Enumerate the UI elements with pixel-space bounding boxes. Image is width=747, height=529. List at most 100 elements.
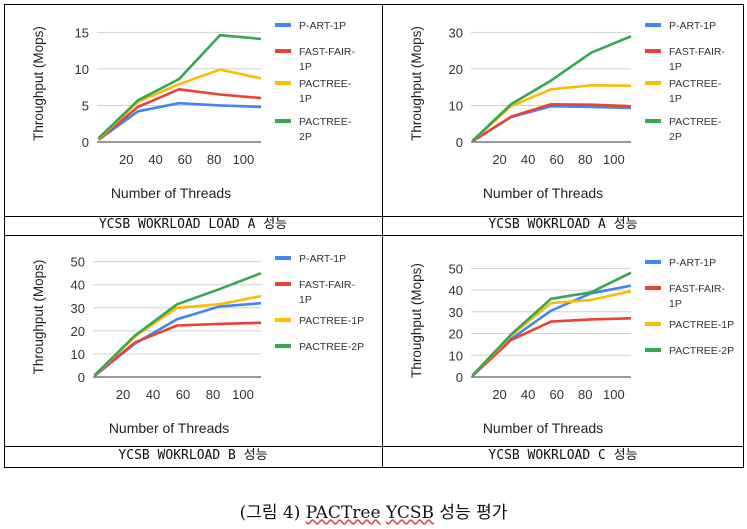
y-axis-label: Throughput (Mops) [409, 263, 424, 378]
legend-label: PACTREE- [299, 78, 352, 90]
series-line-fast-fair-1p [471, 103, 632, 143]
y-tick-label: 20 [449, 62, 463, 77]
y-tick-label: 10 [75, 62, 89, 77]
series-line-pactree-2p [471, 35, 632, 142]
series-line-pactree-2p [471, 271, 632, 377]
y-axis-label: Throughput (Mops) [31, 260, 46, 375]
x-axis-label: Number of Threads [109, 420, 229, 436]
table-divider-3 [5, 446, 743, 447]
y-tick-label: 40 [71, 278, 85, 293]
figure-table: 0 5 10 15 20 40 60 80 100 Number of Threads Throug… [4, 4, 744, 468]
legend-label: P-ART-1P [299, 253, 346, 265]
table-divider-2 [5, 235, 743, 236]
x-tick-label: 60 [178, 152, 192, 167]
legend-label: 1P [299, 61, 312, 73]
x-tick-label: 20 [116, 387, 130, 402]
x-tick-label: 60 [549, 152, 563, 167]
y-tick-label: 50 [449, 261, 463, 276]
y-tick-label: 30 [449, 25, 463, 40]
legend-label: 2P [299, 131, 312, 143]
chart-panel-workload-c: 0 10 20 30 40 50 20 40 60 80 100 Number of Threads T… [383, 236, 747, 448]
legend-label: FAST-FAIR- [669, 283, 726, 295]
x-tick-label: 20 [119, 152, 133, 167]
chart-workload-c: 0 10 20 30 40 50 20 40 60 80 100 Number of Threads T… [409, 257, 734, 436]
x-tick-label: 20 [492, 387, 506, 402]
y-axis-label: Throughput (Mops) [31, 26, 46, 141]
x-axis-label: Number of Threads [483, 420, 603, 436]
x-tick-label: 80 [578, 387, 592, 402]
figure-caption-suffix: 성능 평가 [434, 503, 508, 523]
legend-label: FAST-FAIR- [669, 46, 726, 58]
x-tick-label: 20 [492, 152, 506, 167]
y-tick-label: 0 [456, 370, 463, 385]
x-tick-label: 40 [521, 152, 535, 167]
legend-label: 1P [669, 61, 682, 73]
chart-load-a: 0 5 10 15 20 40 60 80 100 Number of Threads Throug… [31, 20, 356, 201]
series-line-pactree-2p [93, 271, 262, 377]
figure-caption-bench: YCSB [385, 503, 435, 523]
y-tick-label: 20 [449, 327, 463, 342]
y-tick-label: 15 [75, 25, 89, 40]
series-line-p-art-1p [93, 301, 262, 377]
legend-label: 1P [299, 93, 312, 105]
y-tick-label: 30 [71, 301, 85, 316]
x-tick-label: 40 [521, 387, 535, 402]
legend-label: 2P [669, 131, 682, 143]
y-tick-label: 20 [71, 324, 85, 339]
legend-label: PACTREE- [299, 116, 352, 128]
x-tick-label: 60 [176, 387, 190, 402]
series-line-fast-fair-1p [97, 88, 262, 141]
y-tick-label: 0 [456, 135, 463, 150]
x-axis-label: Number of Threads [483, 185, 603, 201]
x-tick-label: 80 [578, 152, 592, 167]
y-tick-label: 40 [449, 283, 463, 298]
caption-load-a: YCSB WOKRLOAD LOAD A 성능 [98, 217, 288, 232]
y-tick-label: 30 [449, 305, 463, 320]
series-line-pactree-1p [471, 84, 632, 142]
y-tick-label: 0 [78, 370, 85, 385]
figure-caption-name: PACTree [305, 503, 381, 523]
legend-label: FAST-FAIR- [299, 46, 356, 58]
chart-panel-workload-a: 0 10 20 30 20 40 60 80 100 Number of Threads Throu… [383, 5, 747, 217]
y-tick-label: 10 [71, 347, 85, 362]
legend-label: PACTREE-1P [299, 315, 364, 327]
legend-label: P-ART-1P [669, 257, 716, 269]
x-tick-label: 80 [206, 387, 220, 402]
legend-label: 1P [669, 93, 682, 105]
y-axis-label: Throughput (Mops) [409, 26, 424, 141]
series-line-p-art-1p [471, 104, 632, 143]
figure-caption-prefix: (그림 4) [239, 503, 306, 523]
y-tick-label: 50 [71, 255, 85, 270]
chart-panel-load-a: 0 5 10 15 20 40 60 80 100 Number of Threads Throug… [5, 5, 381, 217]
x-tick-label: 100 [233, 152, 255, 167]
legend-label: P-ART-1P [669, 20, 716, 32]
x-axis-label: Number of Threads [111, 185, 231, 201]
table-divider-1 [5, 216, 743, 217]
legend-label: PACTREE- [669, 78, 722, 90]
x-tick-label: 100 [232, 387, 254, 402]
series-line-p-art-1p [97, 101, 262, 141]
legend-label: PACTREE- [669, 116, 722, 128]
series-line-fast-fair-1p [93, 321, 262, 377]
legend-label: PACTREE-2P [299, 341, 364, 353]
x-tick-label: 40 [148, 152, 162, 167]
legend-label: P-ART-1P [299, 20, 346, 32]
caption-workload-b: YCSB WOKRLOAD B 성능 [118, 448, 268, 463]
chart-panel-workload-b: 0 10 20 30 40 50 20 40 60 80 100 Number of Threads T… [5, 236, 381, 448]
figure-caption: (그림 4) PACTree YCSB 성능 평가 [0, 498, 747, 523]
x-tick-label: 80 [207, 152, 221, 167]
y-tick-label: 0 [82, 135, 89, 150]
x-tick-label: 100 [603, 152, 625, 167]
series-line-fast-fair-1p [471, 317, 632, 377]
y-tick-label: 10 [449, 348, 463, 363]
chart-workload-b: 0 10 20 30 40 50 20 40 60 80 100 Number of Threads T… [31, 253, 364, 436]
legend-label: PACTREE-2P [669, 345, 734, 357]
caption-workload-a: YCSB WOKRLOAD A 성능 [488, 217, 638, 232]
caption-workload-c: YCSB WOKRLOAD C 성능 [488, 448, 638, 463]
y-tick-label: 5 [82, 98, 89, 113]
x-tick-label: 60 [549, 387, 563, 402]
legend-label: FAST-FAIR- [299, 279, 356, 291]
table-divider-vertical [382, 5, 383, 467]
y-tick-label: 10 [449, 98, 463, 113]
series-line-pactree-2p [97, 33, 262, 140]
